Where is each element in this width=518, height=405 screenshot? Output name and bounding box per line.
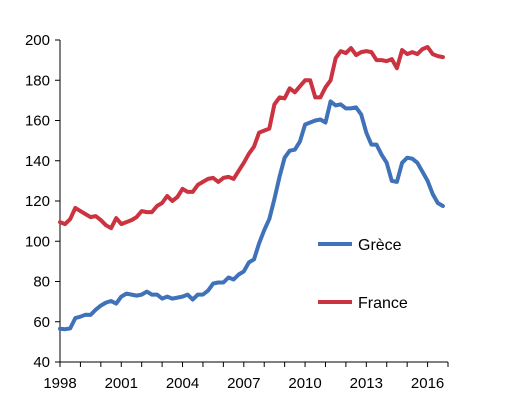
series-line-france xyxy=(58,45,445,231)
y-tick-label: 120 xyxy=(25,193,50,210)
y-tick-label: 40 xyxy=(33,354,50,371)
x-axis: 1998 2001 2004 2007 2010 2013 2016 xyxy=(43,361,449,392)
y-tick-label: 180 xyxy=(25,72,50,89)
x-tick-label: 2013 xyxy=(350,375,383,392)
x-tick-label: 2010 xyxy=(288,375,321,392)
y-tick-label: 160 xyxy=(25,113,50,130)
y-tick-label: 200 xyxy=(25,32,50,49)
x-tick-label: 1998 xyxy=(43,375,76,392)
y-axis: 40 60 80 100 120 140 160 180 200 xyxy=(25,32,61,371)
series-line-grece xyxy=(58,99,445,332)
x-tick-label: 2004 xyxy=(166,375,199,392)
y-tick-label: 60 xyxy=(33,314,50,331)
y-tick-label: 140 xyxy=(25,153,50,170)
y-tick-label: 80 xyxy=(33,274,50,291)
series-layer xyxy=(58,45,445,332)
y-tick-label: 100 xyxy=(25,233,50,250)
legend-label-grece: Grèce xyxy=(358,237,402,254)
x-tick-label: 2001 xyxy=(105,375,138,392)
x-tick-label: 2016 xyxy=(411,375,444,392)
x-tick-label: 2007 xyxy=(227,375,260,392)
legend-label-france: France xyxy=(358,295,408,312)
legend: Grèce France xyxy=(318,237,408,312)
